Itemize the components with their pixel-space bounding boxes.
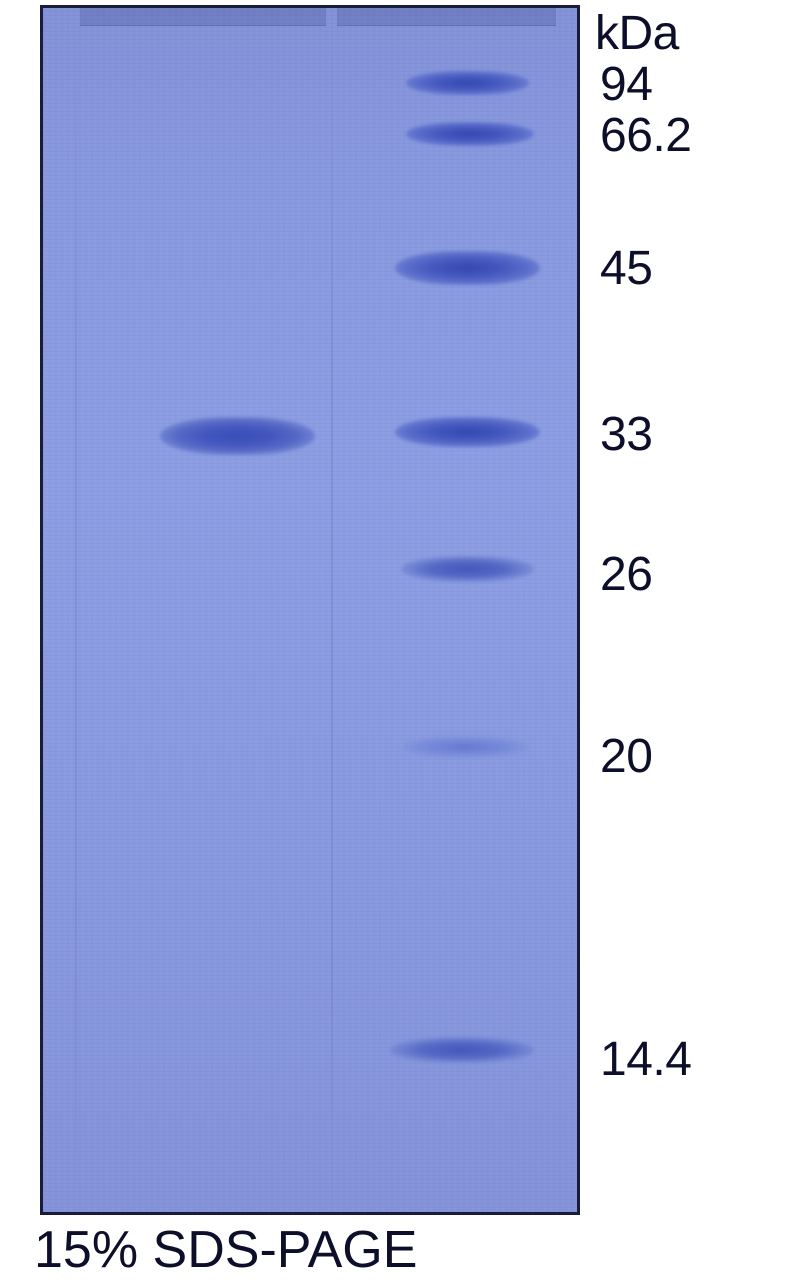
gel-image: [40, 5, 580, 1215]
marker-band-94: [406, 71, 529, 95]
figure-caption: 15% SDS-PAGE: [34, 1220, 417, 1280]
marker-band-45: [395, 251, 539, 285]
marker-band-14-4: [390, 1037, 534, 1063]
marker-label-26: 26: [600, 547, 652, 602]
well-marker-lane: [337, 8, 556, 26]
marker-label-66-2: 66.2: [600, 108, 691, 163]
sample-band-33kda: [160, 417, 315, 455]
lane-edge-left: [75, 8, 77, 1212]
marker-label-14-4: 14.4: [600, 1032, 691, 1087]
marker-band-66-2: [406, 122, 534, 146]
unit-label: kDa: [595, 6, 679, 61]
marker-band-20: [401, 736, 529, 758]
lane-divider: [331, 8, 333, 1212]
marker-label-94: 94: [600, 57, 652, 112]
marker-band-33: [395, 417, 539, 447]
marker-band-26: [401, 556, 535, 582]
marker-label-20: 20: [600, 729, 652, 784]
gel-texture: [43, 8, 577, 1212]
marker-label-33: 33: [600, 407, 652, 462]
marker-label-45: 45: [600, 241, 652, 296]
well-sample-lane: [80, 8, 326, 26]
